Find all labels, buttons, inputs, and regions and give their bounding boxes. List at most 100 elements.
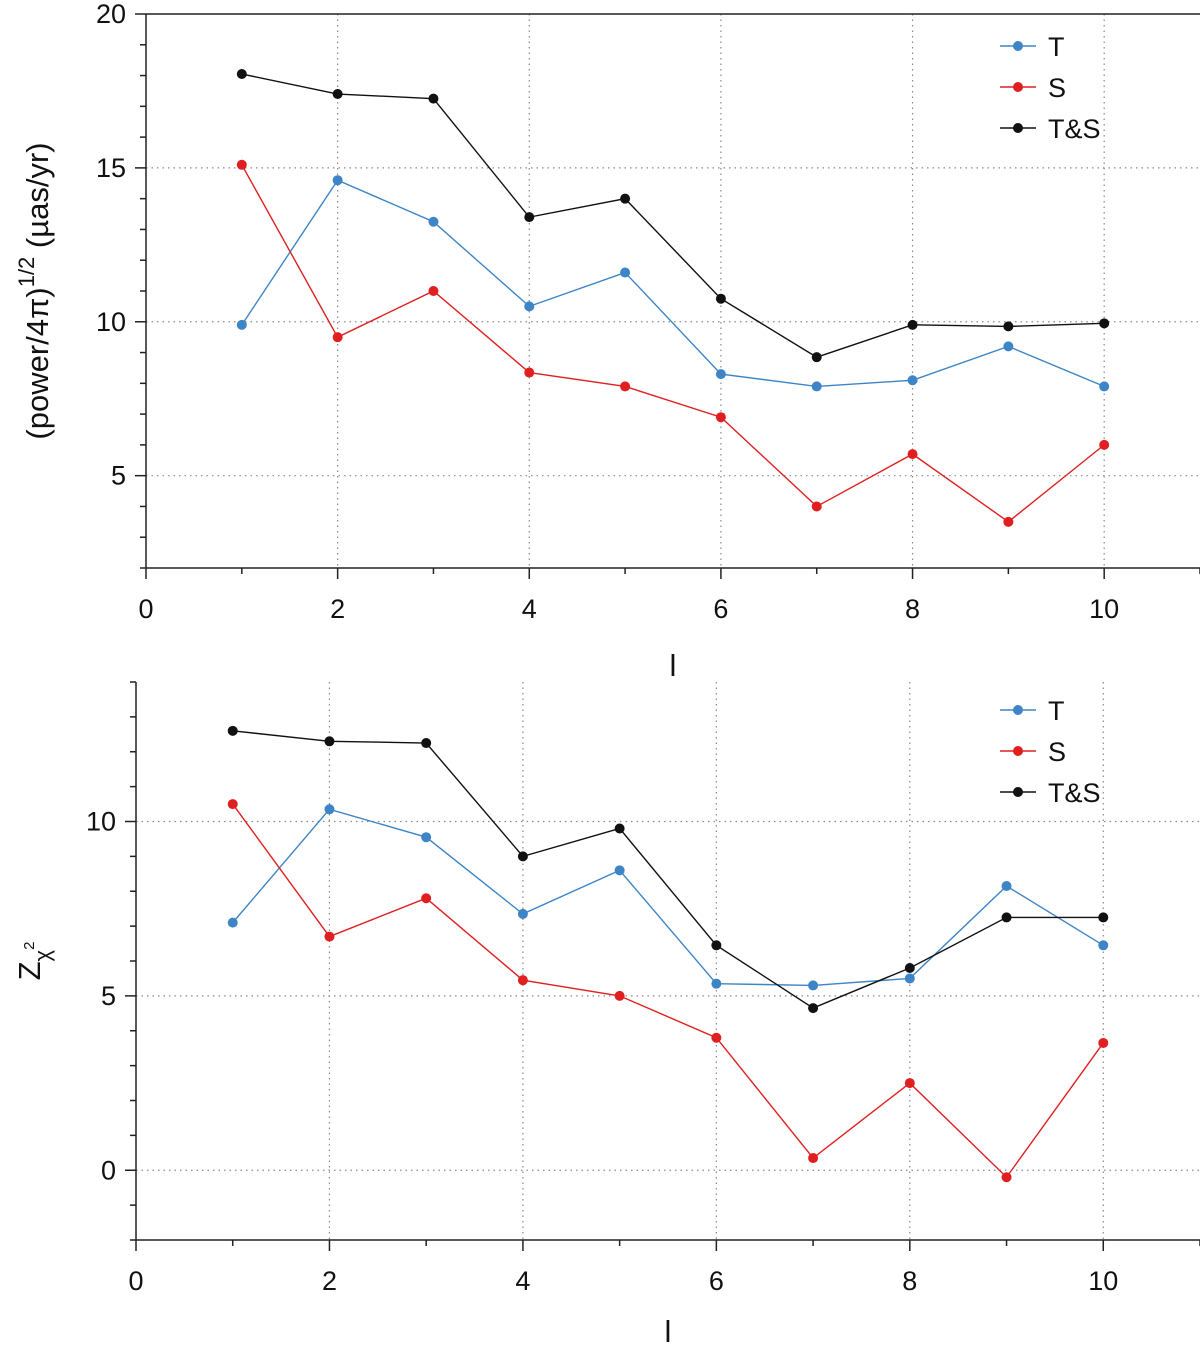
chart-1-y-tick-label: 5 xyxy=(101,981,116,1011)
chart-1-x-axis-title: l xyxy=(665,1314,672,1349)
chart-1-legend-ts-marker xyxy=(1013,787,1023,797)
chart-1-series-ts-point xyxy=(808,1003,819,1014)
chart-0-legend-s-label: S xyxy=(1048,73,1066,103)
chart-0-series-ts-point xyxy=(428,93,439,104)
chart-1-y-axis-title: Zχ2 xyxy=(12,942,55,981)
chart-1-series-ts-point xyxy=(1098,912,1109,923)
chart-0-series-ts-point xyxy=(332,89,343,100)
chart-0-series-t-point xyxy=(1099,381,1110,392)
chart-0-x-tick-label: 0 xyxy=(138,594,153,624)
chart-0-series-s-point xyxy=(620,381,631,392)
chart-1-series-t-point xyxy=(517,908,528,919)
chart-1-x-tick-label: 0 xyxy=(128,1266,143,1296)
chart-1-series-t-point xyxy=(227,917,238,928)
chart-0-series-ts-point xyxy=(524,212,535,223)
chart-1-series-s-point xyxy=(324,931,335,942)
chart-1-series-ts-point xyxy=(1001,912,1012,923)
chart-0-legend-t-label: T xyxy=(1048,32,1065,62)
chart-1-series-ts-point xyxy=(517,851,528,862)
chart-1-series-ts-point xyxy=(324,736,335,747)
chart-0-legend-ts-label: T&S xyxy=(1048,114,1101,144)
chart-0-series-s-point xyxy=(428,286,439,296)
chart-0-x-axis-title: l xyxy=(670,648,677,683)
chart-1-series-s-point xyxy=(517,975,528,986)
chart-0-y-tick-label: 10 xyxy=(96,307,126,337)
chart-0-y-tick-label: 20 xyxy=(96,0,126,29)
chart-1-series-t-point xyxy=(904,973,915,984)
chart-0-legend-ts-marker xyxy=(1013,123,1023,133)
chart-0-series-s-point xyxy=(236,159,247,170)
chart-0-series-ts-point xyxy=(907,319,918,330)
chart-1-series-s-point xyxy=(614,990,625,1001)
chart-0-legend-s-marker xyxy=(1013,82,1023,92)
chart-0-series-t-point xyxy=(620,267,631,278)
top-panel-power-spectrum: 0 2 4 6 8 10 5 10 15 20 l (power/4π)1/2 (µas/yr) TST… xyxy=(14,0,1200,683)
chart-1-series-t-line xyxy=(232,808,1104,987)
chart-0-series-t-point xyxy=(524,301,535,312)
chart-0-series-ts-point xyxy=(1099,318,1110,329)
chart-0-series-t-point xyxy=(811,381,822,392)
chart-1-x-tick-label: 10 xyxy=(1088,1266,1118,1296)
chart-1-legend-ts-label: T&S xyxy=(1048,778,1101,808)
chart-0-x-tick-label: 8 xyxy=(905,594,920,624)
chart-1-legend-t-marker xyxy=(1013,705,1023,715)
chart-1-x-tick-label: 2 xyxy=(322,1266,337,1296)
bottom-panel-z-chi2: 0 2 4 6 8 10 0 5 10 l Zχ2 TS T&S xyxy=(12,681,1200,1349)
chart-0-series-t-point xyxy=(715,369,726,380)
chart-1-series-t-point xyxy=(1001,881,1012,892)
chart-0-series-ts-point xyxy=(1003,321,1014,332)
chart-1-series-ts-point xyxy=(614,823,625,834)
chart-0-legend-t-marker xyxy=(1013,41,1023,51)
chart-1-legend-t-label: T xyxy=(1048,696,1065,726)
chart-1-series-t-point xyxy=(808,980,819,991)
chart-1-series-s-point xyxy=(1001,1172,1012,1183)
chart-0-series-s-point xyxy=(907,449,918,460)
chart-1-x-tick-label: 8 xyxy=(902,1266,917,1296)
chart-0-series-ts-point xyxy=(236,69,247,80)
chart-0-x-tick-label: 4 xyxy=(522,594,537,624)
chart-1-series-s-point xyxy=(904,1078,915,1089)
chart-1-series-t-point xyxy=(614,865,625,876)
chart-0-series-t-line xyxy=(241,179,1105,388)
chart-0-series-t-point xyxy=(332,175,343,186)
chart-0-series-s-point xyxy=(524,367,535,378)
chart-0-x-tick-label: 6 xyxy=(713,594,728,624)
chart-1-series-s-point xyxy=(711,1032,722,1043)
chart-1-y-tick-label: 10 xyxy=(86,807,116,837)
chart-1-legend-s-marker xyxy=(1013,746,1023,756)
chart-0-series-s-point xyxy=(1003,516,1014,527)
chart-0-series-ts-point xyxy=(620,193,631,204)
chart-1-series-t-point xyxy=(1098,940,1109,951)
chart-1-x-tick-label: 6 xyxy=(709,1266,724,1296)
chart-0-series-ts-line xyxy=(241,73,1105,358)
chart-1-series-ts-point xyxy=(711,940,722,951)
chart-1-series-s-point xyxy=(808,1153,819,1164)
chart-0-series-t-point xyxy=(236,319,247,330)
chart-0-series-ts-point xyxy=(715,293,726,304)
chart-0-series-s-point xyxy=(811,501,822,512)
chart-1-series-ts-point xyxy=(421,738,432,749)
chart-1-series-s-point xyxy=(1098,1037,1109,1048)
chart-0-x-tick-label: 2 xyxy=(330,594,345,624)
chart-0-series-s-point xyxy=(1099,439,1110,450)
chart-1-y-tick-label: 0 xyxy=(101,1155,116,1185)
chart-1-series-s-point xyxy=(421,893,432,904)
chart-1-series-ts-point xyxy=(227,725,238,736)
chart-0-y-tick-label: 15 xyxy=(96,153,126,183)
chart-0-series-t-point xyxy=(428,216,439,227)
chart-1-series-t-point xyxy=(421,832,432,843)
chart-0-series-s-point xyxy=(715,412,726,423)
chart-1-series-ts-point xyxy=(904,962,915,973)
chart-0-series-s-point xyxy=(332,332,343,343)
chart-1-series-t-point xyxy=(324,804,335,815)
chart-1-x-tick-label: 4 xyxy=(515,1266,530,1296)
chart-1-series-ts-line xyxy=(232,730,1104,1009)
chart-0-x-tick-label: 10 xyxy=(1089,594,1119,624)
chart-0-y-tick-label: 5 xyxy=(111,461,126,491)
chart-1-series-t-point xyxy=(711,978,722,989)
chart-0-series-t-point xyxy=(1003,341,1014,352)
chart-1-series-s-line xyxy=(232,803,1104,1179)
chart-0-series-t-point xyxy=(907,375,918,386)
chart-0-series-s-line xyxy=(241,164,1105,523)
